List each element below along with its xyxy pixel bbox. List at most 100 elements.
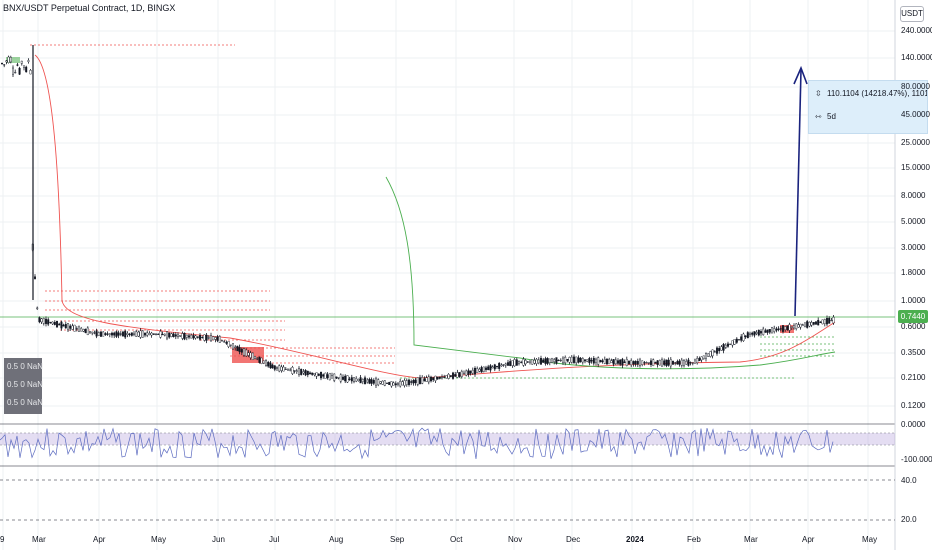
candle-body [707,353,710,357]
indicator-value-row: 0.5 0 NaN [7,380,44,389]
candle-body [630,360,633,366]
candle-body [676,361,679,365]
candle-body [663,360,666,365]
candle-body [579,358,582,363]
candle-body [115,331,118,337]
price-tick-label: 8.0000 [901,191,926,200]
lower-tick-label: 40.0 [901,476,917,485]
candle-body [397,383,400,385]
price-tick-label: 0.1200 [901,401,926,410]
measure-arrow [793,65,808,317]
rsi-tick-label: 0.0000 [901,420,926,429]
candle-body [269,362,272,369]
price-tick-label: 0.2100 [901,373,926,382]
candle-body [364,377,367,385]
candle-body [229,344,232,346]
candle-body [764,330,767,333]
time-tick-label: Dec [566,535,581,544]
candle-body [304,370,307,376]
candle-body [592,358,595,364]
candle-body [511,360,514,366]
candle-body [460,371,463,377]
candle-body [823,319,826,324]
candle-body [225,342,228,344]
arrow-shaft [794,69,802,317]
candle-body [801,324,804,326]
candle-body [760,331,763,334]
candle-body [161,333,164,336]
candle-body [62,324,65,327]
candle-body [214,337,217,340]
currency-badge[interactable]: USDT [900,6,924,22]
candle-body [471,369,474,374]
candle-body [716,347,719,354]
candle-body [562,357,565,363]
rsi-pane [0,427,895,521]
candle-body [106,333,109,335]
candle-body [18,67,21,75]
candle-body [518,361,521,364]
candle-body [694,359,697,364]
time-tick-label: Mar [32,535,46,544]
candle-body [245,349,248,357]
candle-body [711,349,714,357]
candle-body [608,359,611,365]
date-range-icon: ⇿ [815,112,822,121]
candle-body [309,372,312,375]
candle-body [273,365,276,370]
candle-body [430,376,433,382]
candle-body [45,318,48,324]
arrow-head [793,65,808,85]
candle-body [806,321,809,328]
candle-body [782,325,785,332]
date-range-row: ⇿ 5d [815,112,836,121]
candle-body [170,333,173,337]
candle-body [163,333,166,336]
candle-body [42,318,45,324]
price-tick-label: 3.0000 [901,243,926,252]
candle-body [251,352,254,360]
candle-body [480,367,483,373]
candle-body [689,362,692,364]
candle-body [168,332,171,338]
moving-average-red [34,54,836,379]
candle-body [401,381,404,386]
candle-body [34,276,37,279]
candle-body [784,326,787,331]
candle-body [786,325,789,331]
lower-tick-label: 20.0 [901,515,917,524]
candle-body [795,323,798,330]
price-tick-label: 240.0000 [901,26,932,35]
candle-body [744,335,747,338]
candle-body [597,357,600,365]
candle-body [584,359,587,362]
candle-body [568,357,571,363]
candle-body [551,358,554,363]
candle-body [768,329,771,333]
candle-body [335,376,338,379]
candle-body [377,379,380,386]
candle-body [302,371,305,374]
candle-body [333,373,336,381]
time-tick-label: May [862,535,878,544]
candle-body [700,356,703,361]
candle-body [399,381,402,387]
candle-body [698,357,701,362]
candle-body [553,359,556,362]
candle-body [621,358,624,366]
candle-body [240,348,243,353]
candle-body [509,361,512,366]
candle-body [394,383,397,386]
candle-body [260,357,263,364]
candle-body [117,332,120,336]
candle-body [306,370,309,376]
candle-body [60,321,63,329]
candle-body [529,360,532,363]
candle-body [661,359,664,367]
candle-body [524,360,527,365]
candle-body [533,359,536,364]
candle-body [315,372,318,377]
candle-body [196,336,199,338]
